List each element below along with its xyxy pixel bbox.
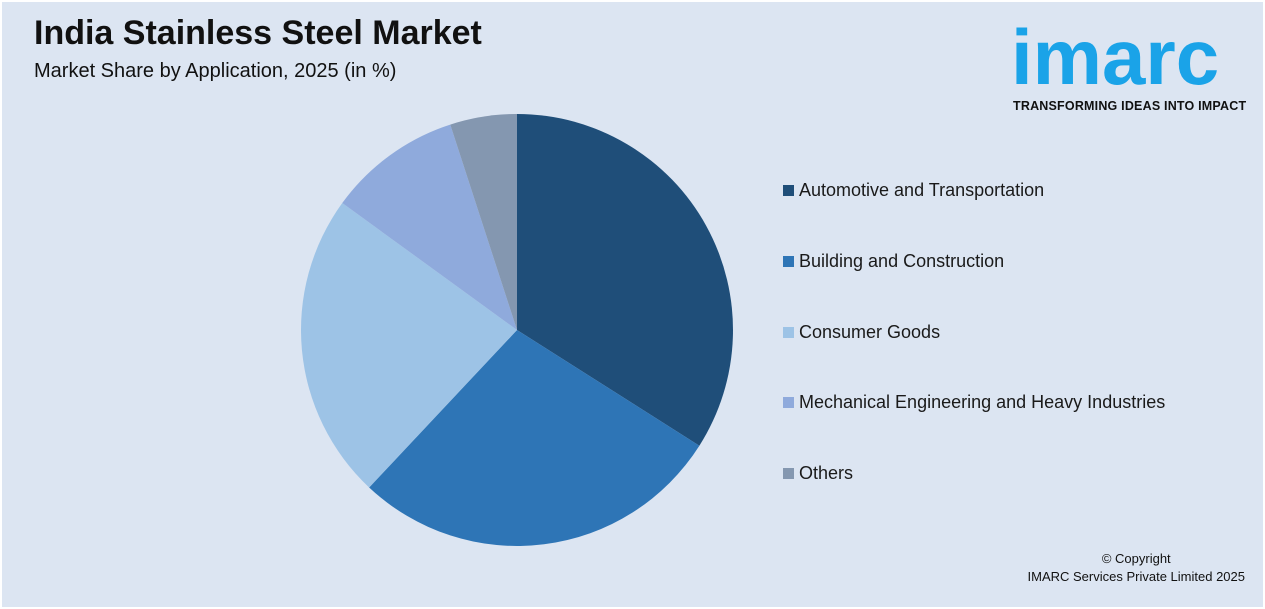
pie-slice-others	[450, 114, 517, 330]
legend-label: Mechanical Engineering and Heavy Industr…	[799, 391, 1166, 412]
legend-item-mechanical: Mechanical Engineering and Heavy Industr…	[783, 389, 1165, 415]
legend-label: Others	[799, 462, 854, 483]
legend-swatch	[783, 184, 794, 196]
logo-wordmark: imarc	[1011, 13, 1220, 101]
copyright-line: IMARC Services Private Limited 2025	[1027, 569, 1245, 584]
legend-swatch	[783, 396, 794, 408]
legend-swatch	[783, 467, 794, 479]
legend-label: Consumer Goods	[799, 321, 941, 342]
pie-slice-consumer-goods	[300, 203, 517, 488]
legend-item-consumer-goods: Consumer Goods	[783, 319, 940, 345]
imarc-logo: imarc TRANSFORMING IDEAS INTO IMPACT	[1007, 10, 1252, 120]
copyright-line: © Copyright	[1101, 551, 1171, 566]
copyright-notice: © Copyright IMARC Services Private Limit…	[1028, 550, 1245, 586]
pie-slice-automotive	[517, 114, 733, 446]
chart-subtitle: Market Share by Application, 2025 (in %)	[34, 60, 397, 82]
legend-item-others: Others	[783, 460, 853, 486]
legend-item-building: Building and Construction	[783, 248, 1004, 274]
pie-slice-mechanical	[342, 124, 517, 330]
legend-label: Automotive and Transportation	[799, 179, 1045, 200]
legend-item-automotive: Automotive and Transportation	[783, 177, 1044, 203]
chart-title: India Stainless Steel Market	[34, 14, 482, 52]
legend-swatch	[783, 255, 794, 267]
pie-slice-building	[369, 330, 700, 546]
legend-label: Building and Construction	[799, 250, 1005, 271]
legend-swatch	[783, 326, 794, 338]
logo-tagline: TRANSFORMING IDEAS INTO IMPACT	[1013, 99, 1247, 113]
